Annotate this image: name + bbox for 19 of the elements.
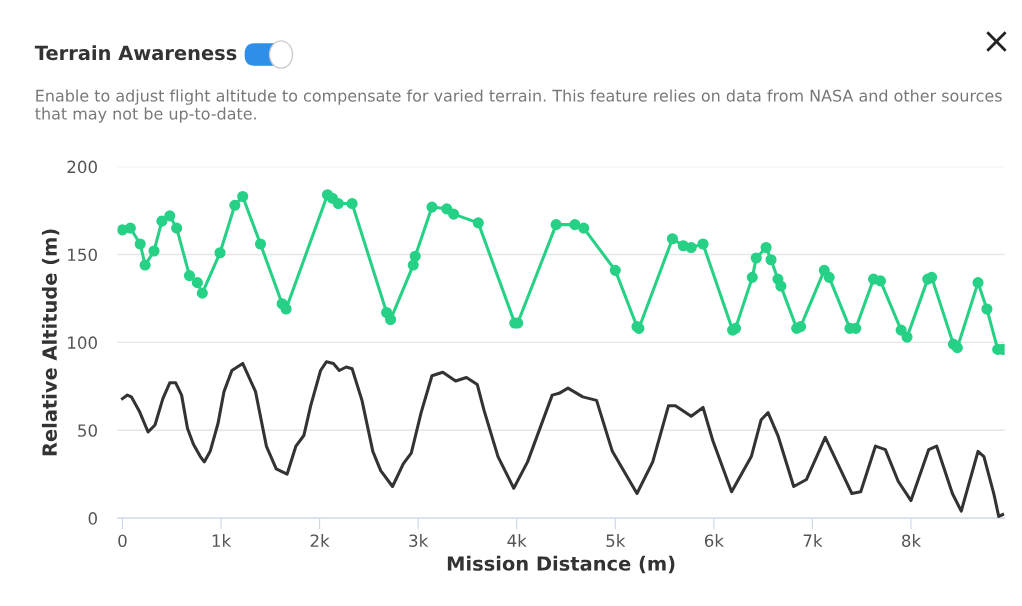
x-tick-label: 8k [901, 534, 922, 547]
x-tick-label: 2k [310, 534, 330, 547]
y-tick-label: 200 [67, 160, 97, 174]
x-tick-label: 1k [212, 534, 232, 547]
x-tick-label: 7k [803, 534, 823, 547]
x-axis-title: Mission Distance (m) [447, 555, 675, 574]
x-tick-label: 3k [409, 534, 429, 547]
x-tick-label: 0 [118, 534, 127, 547]
y-tick-label: 50 [78, 424, 97, 437]
x-tick-label: 6k [704, 534, 724, 547]
chart-title: Terrain Awareness [34, 45, 237, 61]
y-tick-label: 100 [68, 336, 97, 349]
x-tick-label: 4k [507, 534, 527, 547]
x-tick-label: 5k [606, 534, 626, 547]
chart-subtitle: Enable to adjust flight altitude to compensate for varied terrain. This feature relies on data from NASA and other sources that may not be up-to-date. [35, 89, 1002, 123]
y-tick-label: 0 [88, 512, 97, 525]
line-series [120, 360, 1005, 518]
y-tick-label: 150 [68, 248, 97, 262]
y-axis-title: Relative Altitude (m) [41, 229, 60, 456]
